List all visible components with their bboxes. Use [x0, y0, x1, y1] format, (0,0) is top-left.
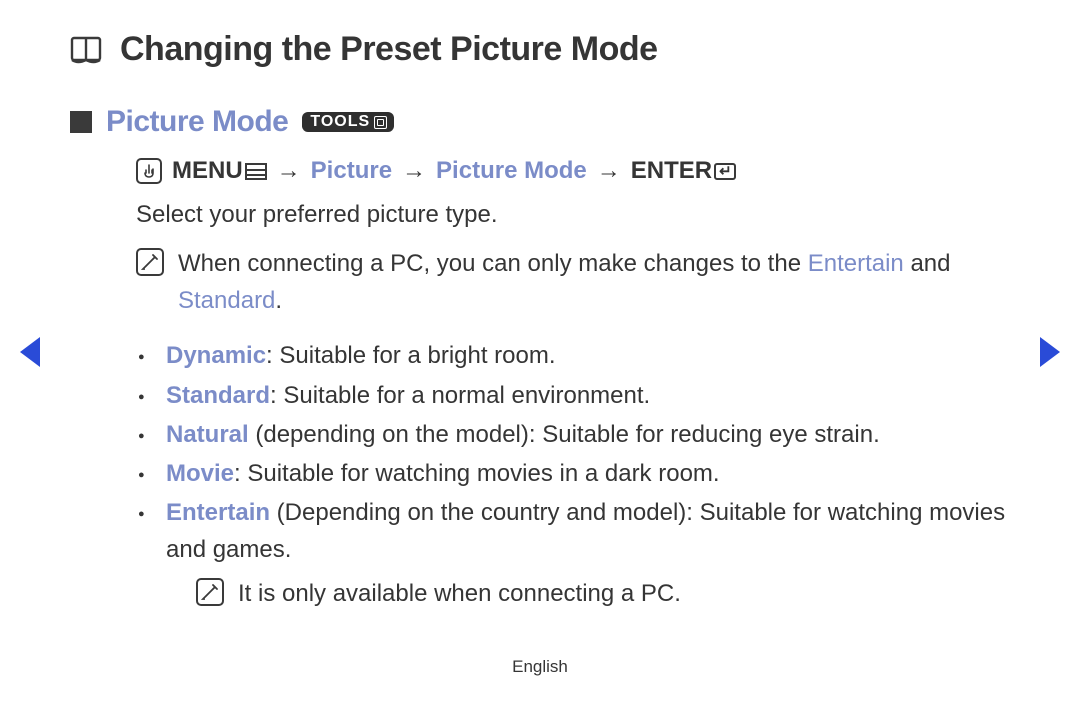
bullet-icon — [136, 337, 166, 374]
tools-badge-label: TOOLS — [310, 113, 370, 131]
note-icon — [196, 578, 224, 606]
book-icon — [70, 35, 102, 65]
list-item: Entertain (Depending on the country and … — [136, 494, 1010, 612]
section-name: Picture Mode — [106, 105, 288, 139]
menu-word: MENU — [172, 157, 267, 185]
link-entertain: Entertain — [808, 250, 904, 277]
arrow-separator: → — [597, 157, 621, 185]
mode-name: Natural — [166, 421, 249, 448]
info-note: When connecting a PC, you can only make … — [136, 245, 1010, 319]
note-text: When connecting a PC, you can only make … — [178, 245, 951, 319]
menu-path: MENU → Picture → Picture Mode → ENTER — [136, 157, 1010, 185]
section-bullet-icon — [70, 111, 92, 133]
arrow-separator: → — [402, 157, 426, 185]
list-item: Standard: Suitable for a normal environm… — [136, 377, 1010, 414]
mode-name: Movie — [166, 460, 234, 487]
mode-list: Dynamic: Suitable for a bright room. Sta… — [136, 337, 1010, 611]
mode-name: Standard — [166, 382, 270, 409]
note-icon — [136, 248, 164, 276]
mode-desc: : Suitable for watching movies in a dark… — [234, 460, 720, 487]
path-step-picture: Picture — [311, 157, 392, 185]
arrow-separator: → — [277, 157, 301, 185]
mode-desc: (Depending on the country and model): Su… — [166, 499, 1005, 563]
enter-word: ENTER — [631, 157, 736, 185]
tools-badge-icon — [374, 116, 387, 129]
tools-badge: TOOLS — [302, 112, 394, 132]
title-row: Changing the Preset Picture Mode — [70, 30, 1010, 69]
mode-desc: (depending on the model): Suitable for r… — [249, 421, 880, 448]
footer-language: English — [0, 657, 1080, 677]
prev-page-button[interactable] — [18, 335, 42, 369]
bullet-icon — [136, 377, 166, 414]
mode-desc: : Suitable for a normal environment. — [270, 382, 650, 409]
list-item: Natural (depending on the model): Suitab… — [136, 416, 1010, 453]
bullet-icon — [136, 494, 166, 612]
enter-glyph-icon — [714, 163, 736, 180]
menu-glyph-icon — [245, 163, 267, 180]
sub-note-text: It is only available when connecting a P… — [238, 575, 681, 612]
next-page-button[interactable] — [1038, 335, 1062, 369]
list-item: Dynamic: Suitable for a bright room. — [136, 337, 1010, 374]
hand-icon — [136, 158, 162, 184]
path-step-picture-mode: Picture Mode — [436, 157, 587, 185]
content: MENU → Picture → Picture Mode → ENTER Se… — [136, 157, 1010, 612]
mode-desc: : Suitable for a bright room. — [266, 342, 555, 369]
bullet-icon — [136, 455, 166, 492]
page-title: Changing the Preset Picture Mode — [120, 30, 658, 69]
bullet-icon — [136, 416, 166, 453]
mode-name: Dynamic — [166, 342, 266, 369]
section-row: Picture Mode TOOLS — [70, 105, 1010, 139]
lead-text: Select your preferred picture type. — [136, 201, 1010, 229]
sub-note: It is only available when connecting a P… — [196, 575, 1010, 612]
mode-name: Entertain — [166, 499, 270, 526]
manual-page: Changing the Preset Picture Mode Picture… — [0, 0, 1080, 705]
link-standard: Standard — [178, 287, 275, 314]
list-item: Movie: Suitable for watching movies in a… — [136, 455, 1010, 492]
